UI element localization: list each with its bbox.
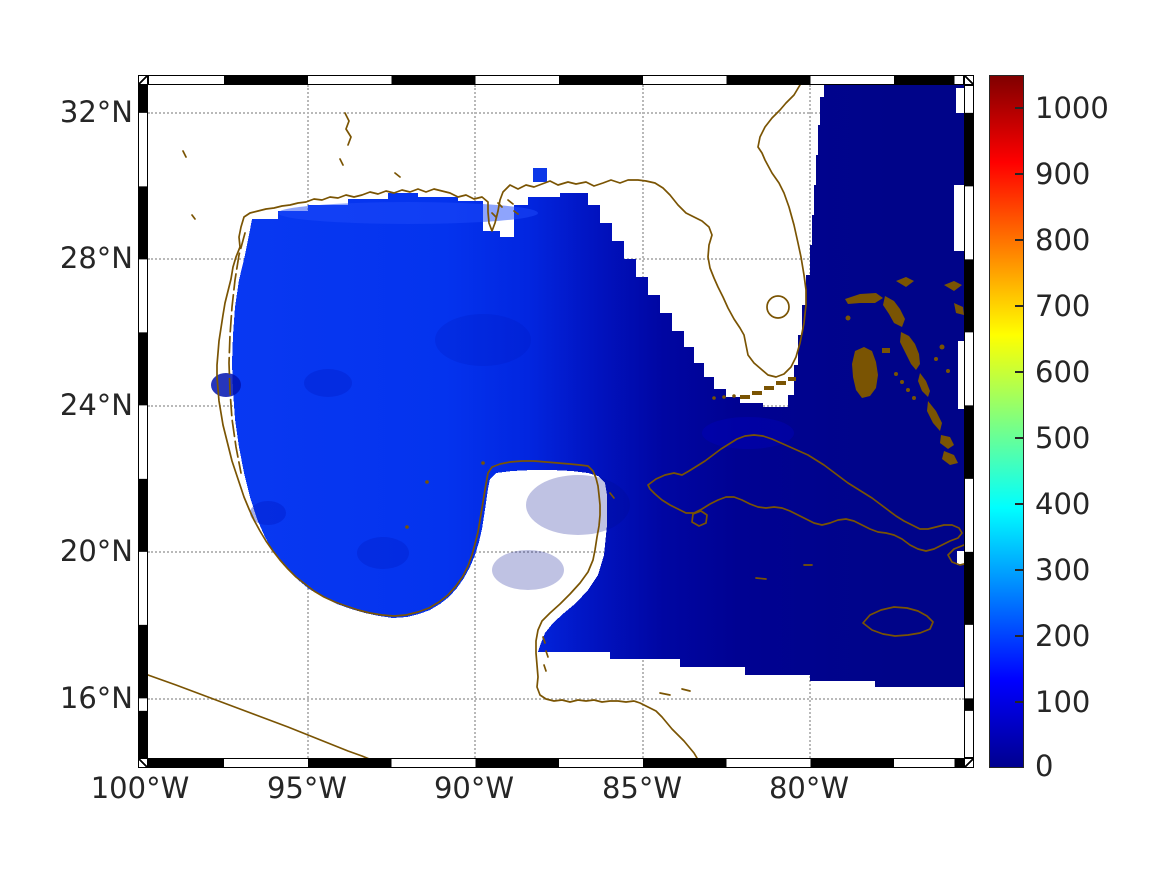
- lon-tick-label: 95°W: [266, 771, 348, 805]
- bahamas-islands: [845, 277, 964, 465]
- lat-tick-label: 20°N: [59, 534, 133, 568]
- lon-tick-label: 85°W: [601, 771, 683, 805]
- colorbar-tickmark: [1015, 371, 1024, 373]
- data-gap-notches: [954, 88, 964, 565]
- straits-bright-patch: [702, 417, 794, 449]
- eddy-shade: [435, 314, 531, 366]
- map-frame-right: [964, 85, 974, 758]
- map-frame-left: [138, 85, 148, 758]
- lake-okeechobee: [766, 295, 790, 319]
- eddy-dark-spot: [211, 373, 241, 397]
- mainland-coastline: [216, 85, 807, 758]
- map-frame-corner-tl: [138, 75, 148, 85]
- eddy-shade: [304, 369, 352, 397]
- colorbar-tick-label: 600: [1035, 355, 1091, 389]
- cuba-outline: [647, 434, 963, 552]
- colorbar-tick-label: 1000: [1035, 91, 1109, 125]
- colorbar-tickmark: [1015, 305, 1024, 307]
- jamaica-outline: [862, 606, 934, 637]
- gridline-lat-20n: [148, 551, 964, 553]
- eddy-shade: [492, 550, 564, 590]
- gridline-lat-32n: [148, 112, 964, 114]
- inland-lake-squiggle: [182, 112, 401, 220]
- map-frame-bottom: [148, 758, 964, 768]
- florida-keys: [712, 377, 796, 400]
- colorbar-tick-label: 500: [1035, 421, 1091, 455]
- pacific-coastline: [148, 674, 370, 758]
- colorbar-gradient: [989, 75, 1024, 768]
- colorbar-tick-label: 900: [1035, 157, 1091, 191]
- lat-tick-label: 32°N: [59, 95, 133, 129]
- shelf-bright-patch: [278, 202, 538, 224]
- cayman-islands: [755, 564, 813, 580]
- map-frame-top: [148, 75, 964, 85]
- belize-cays: [542, 636, 549, 672]
- lat-tick-label: 28°N: [59, 241, 133, 275]
- map-frame-corner-bl: [138, 758, 148, 768]
- lat-tick-label: 16°N: [59, 681, 133, 715]
- eddy-shade: [250, 501, 286, 525]
- colorbar-tick-label: 700: [1035, 289, 1091, 323]
- eddy-shade: [357, 537, 409, 569]
- lon-tick-label: 100°W: [90, 771, 190, 805]
- texas-barrier-islands: [228, 232, 246, 474]
- colorbar-tick-label: 100: [1035, 685, 1091, 719]
- campeche-bank-cays: [405, 461, 485, 529]
- cozumel-island: [609, 492, 615, 499]
- colorbar-tickmark: [1015, 635, 1024, 637]
- colorbar-tickmark: [1015, 173, 1024, 175]
- colorbar-tickmark: [1015, 569, 1024, 571]
- colorbar-tick-label: 800: [1035, 223, 1091, 257]
- lon-tick-label: 80°W: [768, 771, 850, 805]
- lon-tick-label: 90°W: [433, 771, 515, 805]
- colorbar-tick-label: 400: [1035, 487, 1091, 521]
- colorbar-tickmark: [1015, 107, 1024, 109]
- colorbar-tickmark: [1015, 503, 1024, 505]
- gridline-lat-16n: [148, 698, 964, 700]
- eddy-shade: [526, 475, 630, 535]
- isle-of-youth-outline: [691, 510, 708, 527]
- hispaniola-coast-fragment: [947, 544, 964, 566]
- colorbar-tick-label: 200: [1035, 619, 1091, 653]
- ocean-data-field: [211, 85, 964, 687]
- map-canvas: [148, 85, 964, 758]
- map-frame-corner-tr: [964, 75, 974, 85]
- louisiana-marsh-islets: [491, 199, 519, 218]
- isolated-data-pixel: [533, 168, 547, 182]
- lat-tick-label: 24°N: [59, 388, 133, 422]
- colorbar-tickmark: [1015, 701, 1024, 703]
- map-frame-corner-br: [964, 758, 974, 768]
- bay-islands: [659, 688, 691, 696]
- colorbar-tick-label: 300: [1035, 553, 1091, 587]
- colorbar-tickmark: [1015, 239, 1024, 241]
- colorbar-tickmark: [1015, 437, 1024, 439]
- colorbar-tick-label: 0: [1035, 749, 1054, 783]
- coastlines: [148, 85, 964, 758]
